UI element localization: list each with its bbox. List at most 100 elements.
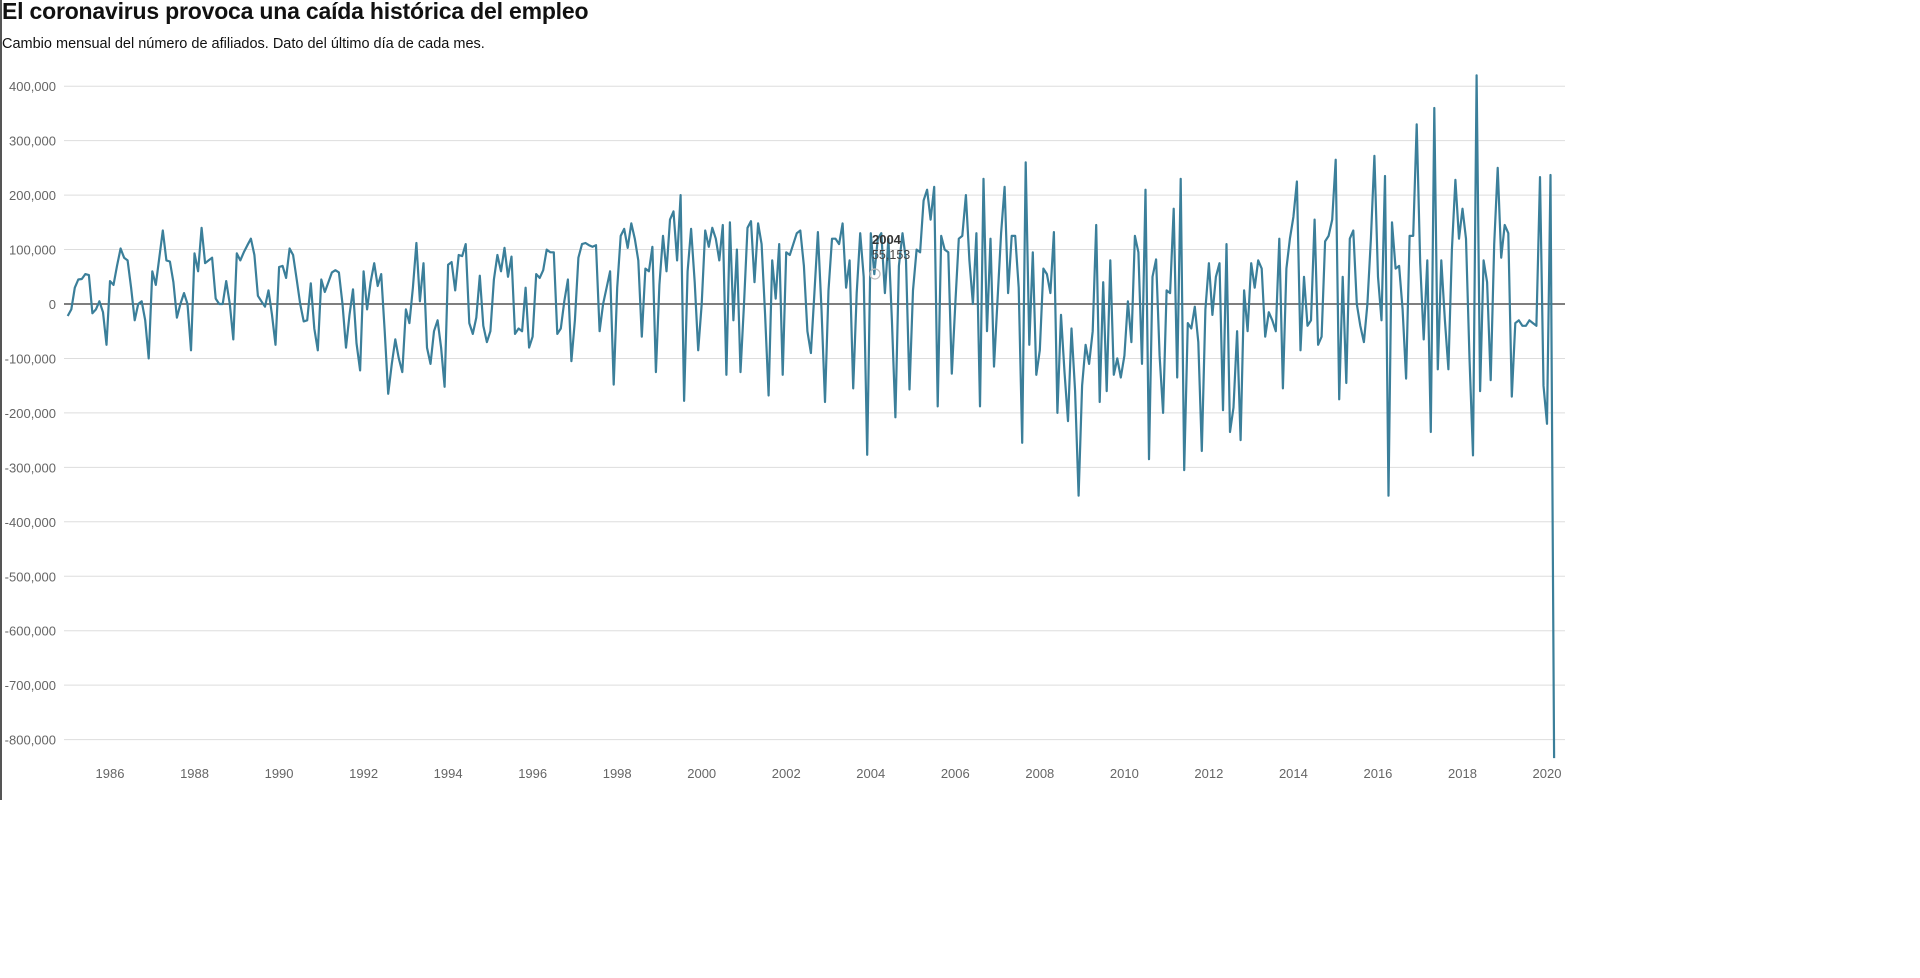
data-point[interactable]	[820, 308, 823, 311]
data-point[interactable]	[746, 226, 749, 229]
data-point[interactable]	[468, 322, 471, 325]
data-point[interactable]	[757, 222, 760, 225]
data-point[interactable]	[1144, 188, 1147, 191]
data-point[interactable]	[883, 292, 886, 295]
data-point[interactable]	[1383, 175, 1386, 178]
data-point[interactable]	[274, 343, 277, 346]
data-point[interactable]	[1327, 234, 1330, 237]
data-point[interactable]	[598, 330, 601, 333]
data-point[interactable]	[760, 243, 763, 246]
data-point[interactable]	[940, 234, 943, 237]
data-point[interactable]	[1172, 207, 1175, 210]
data-point[interactable]	[211, 256, 214, 259]
data-point[interactable]	[989, 237, 992, 240]
data-point[interactable]	[545, 248, 548, 251]
data-point[interactable]	[1510, 395, 1513, 398]
data-point[interactable]	[795, 232, 798, 235]
data-point[interactable]	[1017, 286, 1020, 289]
data-point[interactable]	[584, 242, 587, 245]
data-point[interactable]	[179, 303, 182, 306]
data-point[interactable]	[894, 416, 897, 419]
data-point[interactable]	[478, 274, 481, 277]
data-point[interactable]	[595, 244, 598, 247]
data-point[interactable]	[792, 243, 795, 246]
data-point[interactable]	[168, 260, 171, 263]
data-point[interactable]	[954, 303, 957, 306]
data-point[interactable]	[630, 222, 633, 225]
data-point[interactable]	[130, 286, 133, 289]
data-point[interactable]	[1348, 237, 1351, 240]
data-point[interactable]	[1123, 354, 1126, 357]
data-point[interactable]	[890, 319, 893, 322]
data-point[interactable]	[1457, 237, 1460, 240]
data-point[interactable]	[1007, 292, 1010, 295]
data-point[interactable]	[499, 270, 502, 273]
data-point[interactable]	[1472, 454, 1475, 457]
data-point[interactable]	[848, 259, 851, 262]
data-point[interactable]	[450, 261, 453, 264]
data-point[interactable]	[366, 308, 369, 311]
data-point[interactable]	[1102, 281, 1105, 284]
data-point[interactable]	[1549, 173, 1552, 176]
data-point[interactable]	[80, 277, 83, 280]
data-point[interactable]	[373, 262, 376, 265]
data-point[interactable]	[1514, 322, 1517, 325]
data-point[interactable]	[707, 245, 710, 248]
data-point[interactable]	[1183, 469, 1186, 472]
data-point[interactable]	[700, 303, 703, 306]
data-point[interactable]	[1295, 180, 1298, 183]
data-point[interactable]	[1267, 311, 1270, 314]
data-point[interactable]	[785, 251, 788, 254]
data-point[interactable]	[1394, 267, 1397, 270]
data-point[interactable]	[718, 259, 721, 262]
data-point[interactable]	[1063, 371, 1066, 374]
data-point[interactable]	[933, 185, 936, 188]
data-point[interactable]	[809, 352, 812, 355]
data-point[interactable]	[1088, 362, 1091, 365]
data-point[interactable]	[228, 303, 231, 306]
data-point[interactable]	[831, 237, 834, 240]
data-point[interactable]	[1119, 376, 1122, 379]
data-point[interactable]	[285, 276, 288, 279]
data-point[interactable]	[457, 253, 460, 256]
data-point[interactable]	[1299, 349, 1302, 352]
data-point[interactable]	[683, 399, 686, 402]
data-point[interactable]	[1398, 264, 1401, 267]
data-point[interactable]	[256, 294, 259, 297]
data-point[interactable]	[1426, 259, 1429, 262]
data-point[interactable]	[1496, 166, 1499, 169]
data-point[interactable]	[528, 346, 531, 349]
data-point[interactable]	[559, 327, 562, 330]
data-point[interactable]	[1292, 215, 1295, 218]
data-point[interactable]	[1503, 224, 1506, 227]
data-point[interactable]	[774, 297, 777, 300]
data-point[interactable]	[771, 259, 774, 262]
data-point[interactable]	[200, 226, 203, 229]
data-point[interactable]	[1313, 218, 1316, 221]
data-point[interactable]	[950, 372, 953, 375]
data-point[interactable]	[1443, 319, 1446, 322]
data-point[interactable]	[415, 242, 418, 245]
data-point[interactable]	[778, 243, 781, 246]
data-point[interactable]	[1352, 229, 1355, 232]
data-point[interactable]	[105, 343, 108, 346]
data-point[interactable]	[679, 194, 682, 197]
data-point[interactable]	[1278, 237, 1281, 240]
data-point[interactable]	[204, 262, 207, 265]
data-point[interactable]	[408, 322, 411, 325]
data-point[interactable]	[190, 349, 193, 352]
data-point[interactable]	[267, 289, 270, 292]
data-point[interactable]	[570, 360, 573, 363]
data-point[interactable]	[1507, 232, 1510, 235]
data-point[interactable]	[753, 281, 756, 284]
data-point[interactable]	[661, 234, 664, 237]
data-point[interactable]	[1116, 357, 1119, 360]
data-point[interactable]	[397, 357, 400, 360]
data-point[interactable]	[447, 263, 450, 266]
data-point[interactable]	[1465, 237, 1468, 240]
data-point[interactable]	[271, 313, 274, 316]
data-point[interactable]	[425, 346, 428, 349]
data-point[interactable]	[235, 252, 238, 255]
data-point[interactable]	[263, 305, 266, 308]
data-point[interactable]	[422, 262, 425, 265]
